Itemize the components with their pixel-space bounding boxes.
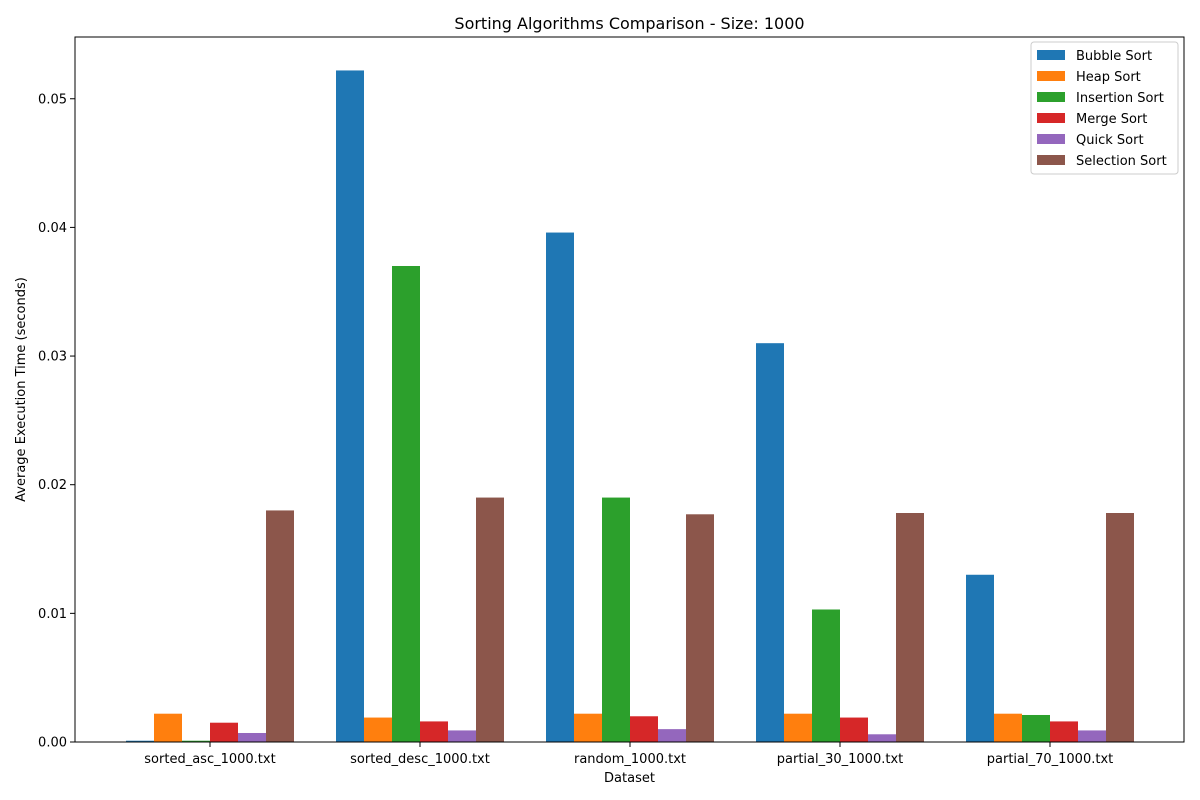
legend-label-heap-sort: Heap Sort [1076,70,1141,85]
bar-selection-sort-4 [1106,513,1134,742]
y-tick-label: 0.00 [38,736,67,751]
bar-insertion-sort-0 [182,740,210,742]
chart-title: Sorting Algorithms Comparison - Size: 10… [454,14,804,33]
legend-swatch-merge-sort [1037,113,1065,123]
bar-bubble-sort-3 [756,343,784,742]
bar-quick-sort-4 [1078,730,1106,742]
bar-merge-sort-3 [840,717,868,742]
legend-box [1030,41,1179,175]
x-tick-label: partial_30_1000.txt [777,752,904,767]
bar-insertion-sort-4 [1022,714,1050,742]
bar-merge-sort-1 [420,721,448,742]
legend-swatch-insertion-sort [1037,92,1065,102]
legend-swatch-quick-sort [1037,134,1065,144]
bar-quick-sort-3 [868,734,896,742]
bar-selection-sort-0 [266,510,294,742]
bar-insertion-sort-2 [602,497,630,742]
bar-merge-sort-0 [210,722,238,742]
bar-merge-sort-2 [630,716,658,742]
x-tick-label: sorted_desc_1000.txt [350,752,490,767]
bar-bubble-sort-2 [546,232,574,743]
bar-insertion-sort-1 [392,265,420,742]
y-tick-label: 0.03 [38,350,67,365]
bar-selection-sort-1 [476,497,504,742]
x-axis: sorted_asc_1000.txt sorted_desc_1000.txt r… [144,742,1113,767]
x-tick-label: sorted_asc_1000.txt [144,752,275,767]
bar-heap-sort-4 [994,713,1022,742]
x-axis-label: Dataset [604,771,655,786]
bar-heap-sort-3 [784,713,812,742]
y-tick-label: 0.05 [38,92,67,107]
bar-bubble-sort-0 [126,740,154,742]
bar-heap-sort-2 [574,713,602,742]
legend-label-bubble-sort: Bubble Sort [1076,49,1152,64]
y-tick-label: 0.01 [38,607,67,622]
legend-label-quick-sort: Quick Sort [1076,133,1144,148]
bar-quick-sort-1 [448,730,476,742]
legend-swatch-heap-sort [1037,71,1065,81]
bar-bubble-sort-1 [336,70,364,742]
bar-insertion-sort-3 [812,609,840,742]
y-tick-label: 0.02 [38,478,67,493]
legend-label-selection-sort: Selection Sort [1076,154,1167,169]
bar-selection-sort-3 [896,513,924,742]
y-axis-label: Average Execution Time (seconds) [14,277,29,502]
y-axis: 0.00 0.01 0.02 0.03 0.04 0.05 [38,92,75,751]
x-tick-label: random_1000.txt [574,752,686,767]
legend-swatch-selection-sort [1037,155,1065,165]
bar-quick-sort-0 [238,732,266,742]
y-tick-label: 0.04 [38,221,67,236]
legend-label-insertion-sort: Insertion Sort [1076,91,1164,106]
legend-label-merge-sort: Merge Sort [1076,112,1147,127]
bars-layer [126,70,1134,743]
legend: Bubble Sort Heap Sort Insertion Sort Merge … [1030,41,1179,175]
bar-heap-sort-1 [364,717,392,742]
legend-swatch-bubble-sort [1037,50,1065,60]
bar-quick-sort-2 [658,729,686,742]
x-tick-label: partial_70_1000.txt [987,752,1114,767]
bar-selection-sort-2 [686,514,714,742]
bar-merge-sort-4 [1050,721,1078,742]
bar-heap-sort-0 [154,713,182,742]
bar-bubble-sort-4 [966,574,994,742]
